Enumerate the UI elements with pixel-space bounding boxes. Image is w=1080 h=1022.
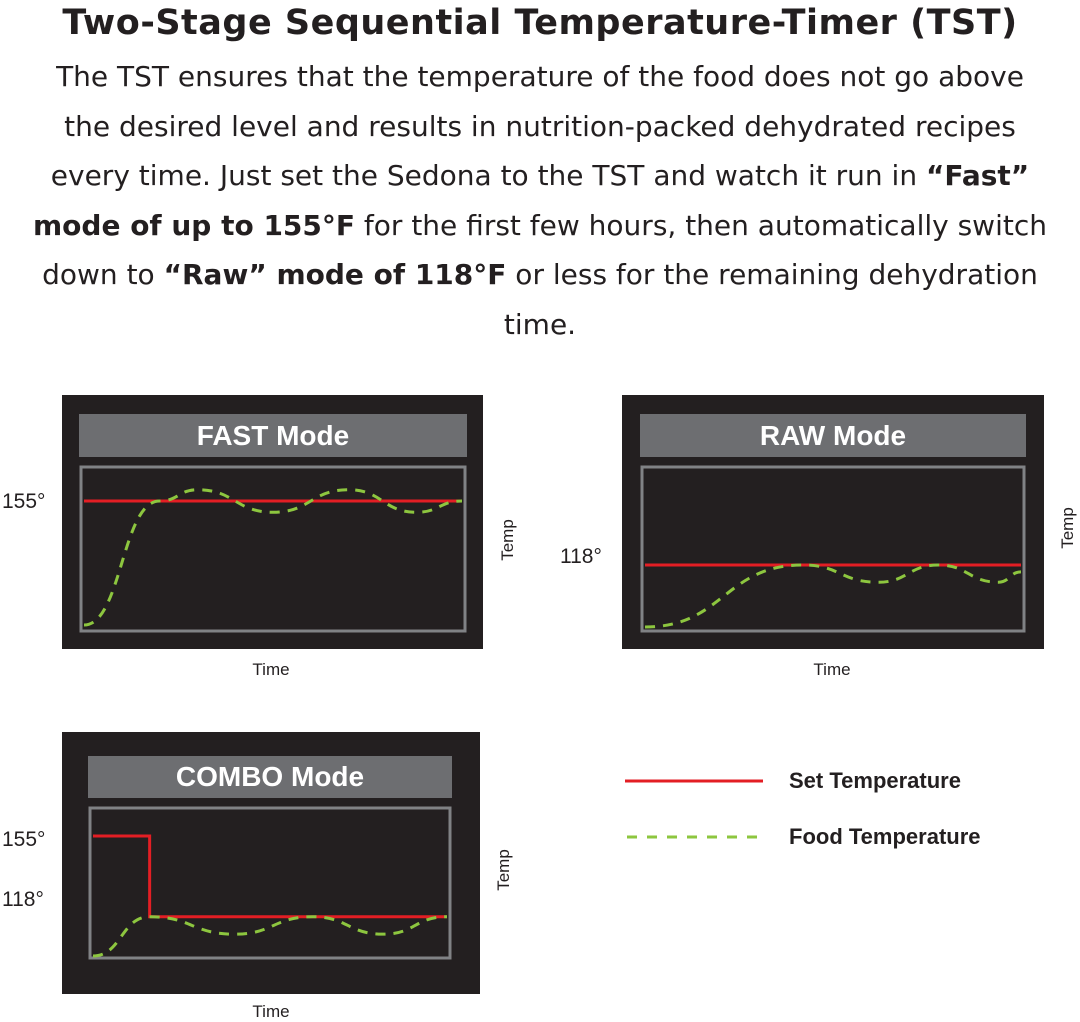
legend-set-temperature: Set Temperature bbox=[625, 766, 961, 796]
fast-tick-155: 155° bbox=[2, 490, 46, 513]
combo-food-temperature-line bbox=[92, 915, 448, 958]
legend-food-label: Food Temperature bbox=[789, 824, 981, 849]
combo-tick-155: 155° bbox=[2, 828, 46, 851]
combo-temp-axis-label: Temp bbox=[494, 849, 513, 891]
intro-paragraph: The TST ensures that the temperature of … bbox=[30, 52, 1050, 349]
fast-time-axis-label: Time bbox=[252, 660, 290, 679]
combo-tick-118: 118° bbox=[2, 888, 44, 911]
raw-mode-plot bbox=[640, 465, 1026, 633]
combo-mode-header: COMBO Mode bbox=[88, 756, 452, 798]
raw-plot-border bbox=[640, 465, 1026, 633]
page-title: Two-Stage Sequential Temperature-Timer (… bbox=[62, 3, 1018, 43]
set-temperature-swatch bbox=[625, 779, 763, 783]
fast-mode-header: FAST Mode bbox=[79, 414, 467, 457]
raw-time-axis-label: Time bbox=[813, 660, 851, 679]
fast-plot-border bbox=[79, 465, 467, 633]
combo-mode-panel: COMBO Mode bbox=[62, 732, 480, 994]
raw-tick-118: 118° bbox=[560, 545, 602, 568]
legend-food-temperature: Food Temperature bbox=[625, 822, 981, 852]
intro-raw-highlight: “Raw” mode of 118°F bbox=[163, 258, 507, 291]
fast-mode-plot bbox=[79, 465, 467, 633]
fast-temp-axis-label: Temp bbox=[498, 519, 517, 561]
fast-food-temperature-line bbox=[83, 488, 463, 627]
combo-mode-plot bbox=[88, 806, 452, 960]
intro-text-3: or less for the remaining dehydration ti… bbox=[503, 258, 1038, 341]
raw-mode-panel: RAW Mode bbox=[622, 395, 1044, 649]
combo-set-temperature-line bbox=[93, 834, 447, 919]
raw-temp-axis-label: Temp bbox=[1058, 507, 1077, 549]
raw-mode-header: RAW Mode bbox=[640, 414, 1026, 457]
intro-fast-highlight: “Fast” mode of up to 155°F bbox=[33, 159, 1030, 242]
fast-mode-panel: FAST Mode bbox=[62, 395, 483, 649]
combo-plot-border bbox=[88, 806, 452, 960]
intro-text-2: for the first few hours, then automatica… bbox=[42, 208, 1047, 292]
intro-text-1: The TST ensures that the temperature of … bbox=[50, 60, 1024, 192]
combo-time-axis-label: Time bbox=[252, 1002, 290, 1021]
raw-food-temperature-line bbox=[644, 563, 1022, 629]
food-temperature-swatch bbox=[627, 835, 765, 839]
legend-set-label: Set Temperature bbox=[789, 768, 961, 793]
